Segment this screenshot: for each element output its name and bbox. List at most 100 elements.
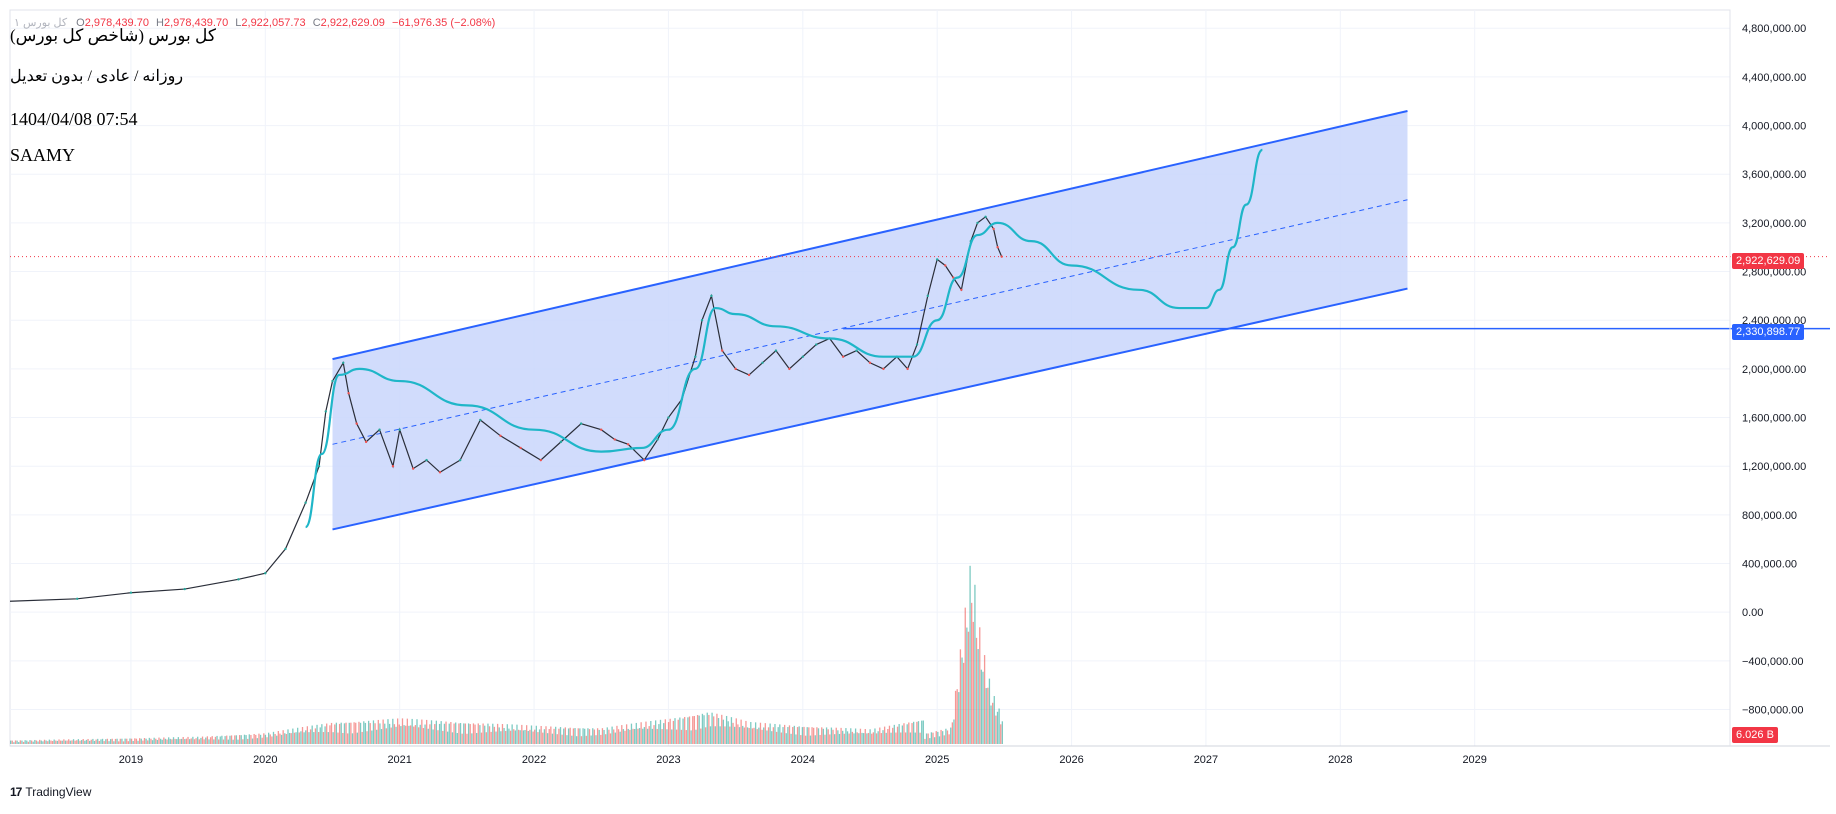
price-point	[694, 355, 697, 358]
volume-bar	[556, 734, 558, 744]
volume-bar	[79, 740, 81, 744]
volume-bar	[143, 738, 146, 744]
volume-bar	[566, 735, 568, 744]
volume-bar	[553, 728, 555, 744]
price-point	[841, 355, 845, 358]
volume-bar	[374, 723, 376, 744]
price-point	[643, 458, 646, 462]
tradingview-logo[interactable]: 17 TradingView	[10, 785, 91, 799]
price-point	[992, 227, 995, 231]
volume-bar	[656, 728, 658, 744]
volume-bar	[26, 740, 28, 744]
x-tick-label: 2022	[522, 754, 546, 766]
volume-bar	[430, 720, 433, 744]
price-point	[331, 379, 334, 383]
channel-median-line	[332, 199, 1408, 445]
channel-fill	[332, 110, 1408, 530]
volume-bar	[113, 741, 115, 744]
volume-bar	[879, 727, 881, 744]
volume-bar	[817, 728, 820, 744]
volume-bar	[422, 728, 425, 744]
volume-bar	[126, 738, 128, 744]
volume-bar	[972, 621, 974, 744]
volume-bar	[64, 740, 67, 744]
volume-bar	[282, 730, 284, 744]
volume-bar	[927, 733, 929, 744]
volume-bar	[538, 729, 541, 744]
volume-bar	[942, 731, 944, 744]
volume-bar	[467, 723, 470, 744]
volume-bar	[313, 732, 315, 744]
tradingview-icon: 17	[10, 785, 22, 799]
volume-bar	[813, 727, 815, 744]
volume-bar	[480, 732, 483, 744]
level-badge: 2,330,898.77	[1732, 324, 1805, 340]
volume-bar	[730, 717, 733, 744]
volume-bar	[993, 696, 995, 744]
price-point	[613, 438, 616, 441]
volume-bar	[1000, 724, 1002, 744]
volume-bar	[632, 728, 634, 744]
volume-bar	[874, 728, 876, 744]
volume-bar	[492, 723, 494, 744]
volume-bar	[803, 726, 805, 744]
volume-bar	[108, 741, 110, 744]
volume-bar	[501, 724, 504, 744]
volume-bar	[514, 730, 517, 744]
volume-bar	[156, 739, 159, 744]
volume-bar	[405, 725, 407, 744]
volume-bar	[913, 721, 915, 744]
volume-bar	[535, 725, 537, 744]
price-point	[788, 367, 791, 371]
volume-bar	[153, 737, 155, 744]
volume-bar	[853, 733, 855, 744]
volume-bar	[209, 737, 212, 744]
volume-bar	[967, 631, 970, 744]
volume-bar	[358, 721, 360, 744]
volume-bar	[840, 727, 842, 744]
volume-bar	[543, 729, 546, 744]
volume-bar	[193, 739, 196, 744]
volume-bar	[721, 714, 723, 744]
volume-bar	[337, 732, 339, 744]
volume-bar	[605, 734, 607, 744]
volume-bar	[627, 728, 629, 744]
volume-bar	[992, 702, 994, 744]
volume-bar	[690, 730, 692, 744]
price-point	[747, 373, 751, 377]
volume-bar	[838, 733, 841, 744]
volume-bar	[377, 719, 379, 744]
volume-bar	[693, 716, 695, 744]
volume-bar	[384, 723, 386, 744]
price-point	[317, 464, 321, 468]
volume-bar	[274, 733, 276, 744]
volume-bar	[890, 732, 892, 744]
volume-bar	[322, 732, 325, 744]
volume-bar	[698, 715, 700, 744]
volume-bar	[456, 733, 458, 744]
volume-bar	[946, 730, 949, 744]
x-tick-label: 2028	[1328, 754, 1352, 766]
price-point	[944, 264, 947, 267]
volume-bar	[713, 716, 715, 744]
volume-bar	[832, 729, 834, 744]
volume-bar	[851, 731, 854, 744]
legend-change: −61,976.35 (−2.08%)	[391, 17, 496, 29]
volume-bar	[871, 733, 873, 744]
volume-bar	[983, 655, 986, 744]
volume-bar	[950, 727, 952, 744]
price-point	[499, 434, 502, 437]
volume-bar	[406, 718, 408, 744]
volume-bar	[109, 739, 112, 744]
volume-bar	[964, 607, 966, 744]
chart-author: SAAMY	[10, 145, 76, 165]
volume-bar	[614, 732, 616, 744]
volume-bar	[900, 732, 902, 744]
volume-bar	[195, 738, 197, 744]
volume-bar	[988, 678, 991, 744]
y-tick-label: 0.00	[1742, 607, 1763, 619]
volume-bar	[592, 728, 594, 744]
volume-bar	[68, 739, 70, 744]
